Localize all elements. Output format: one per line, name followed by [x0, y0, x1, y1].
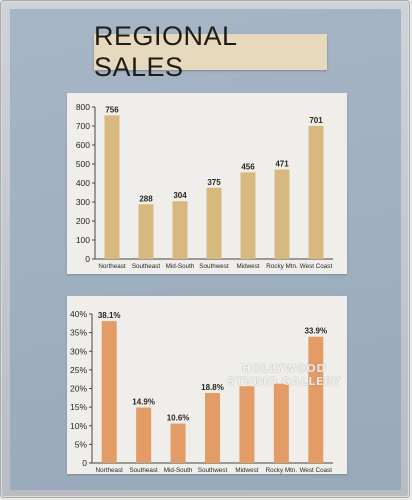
- sales-bar-chart: 0 100 200 300 400 500 600 700 800 756 Northeast 288…: [76, 102, 333, 270]
- y-tick-label: 15%: [70, 402, 87, 412]
- x-tick-label: Rocky Mtn.: [266, 263, 298, 270]
- bar: [206, 187, 222, 259]
- bar: [308, 336, 324, 463]
- bar: [138, 204, 154, 259]
- x-tick-label: Southwest: [198, 467, 228, 474]
- y-tick-label: 30%: [70, 346, 87, 356]
- x-tick-label: Midwest: [235, 467, 258, 474]
- data-label: 701: [309, 116, 323, 125]
- y-tick-label: 0: [82, 458, 87, 468]
- data-label: 10.6%: [167, 414, 190, 423]
- data-label: 471: [275, 160, 289, 169]
- bar: [273, 383, 289, 463]
- y-tick-label: 700: [76, 121, 90, 131]
- x-tick-label: Southeast: [129, 467, 158, 474]
- x-tick-label: Mid-South: [166, 263, 195, 270]
- x-tick-label: Southwest: [199, 263, 229, 270]
- y-tick-label: 500: [76, 159, 90, 169]
- x-tick-label: Rocky Mtn.: [266, 467, 298, 474]
- page-title: REGIONAL SALES: [94, 21, 237, 82]
- bar: [239, 386, 255, 463]
- y-tick-label: 100: [76, 235, 90, 245]
- data-label: 288: [139, 194, 153, 203]
- bar: [274, 169, 290, 259]
- percent-bar-chart: 0 5% 10% 15% 20% 25% 30% 35% 40% 38.1% Northeast 14…: [70, 309, 333, 474]
- title-card: REGIONAL SALES: [94, 21, 327, 82]
- bar: [136, 407, 152, 463]
- y-tick-label: 20%: [70, 384, 87, 394]
- bar: [104, 115, 120, 259]
- x-tick-label: Northeast: [98, 263, 126, 270]
- data-label: 304: [173, 191, 187, 200]
- y-tick-label: 25%: [70, 365, 87, 375]
- data-label: 18.8%: [201, 383, 224, 392]
- x-tick-label: Mid-South: [164, 467, 193, 474]
- x-tick-label: West Coast: [300, 467, 333, 474]
- y-tick-label: 10%: [70, 421, 87, 431]
- x-tick-label: Midwest: [236, 263, 259, 270]
- y-tick-label: 300: [76, 197, 90, 207]
- bar: [172, 201, 188, 259]
- y-tick-label: 0: [85, 254, 90, 264]
- y-tick-label: 5%: [75, 439, 88, 449]
- bar: [205, 392, 220, 463]
- x-tick-label: Northeast: [96, 467, 124, 474]
- y-tick-label: 35%: [70, 328, 87, 338]
- y-tick-label: 400: [76, 178, 90, 188]
- y-tick-label: 600: [76, 140, 90, 150]
- data-label: 456: [241, 162, 255, 171]
- bar: [308, 125, 324, 259]
- x-tick-label: West Coast: [300, 263, 333, 270]
- data-label: 38.1%: [98, 311, 121, 320]
- percent-chart-panel: 0 5% 10% 15% 20% 25% 30% 35% 40% 38.1% Northeast 14…: [67, 296, 347, 474]
- sales-chart-panel: 0 100 200 300 400 500 600 700 800 756 Northeast 288…: [67, 93, 347, 274]
- x-tick-label: Southeast: [132, 263, 161, 270]
- y-tick-label: 800: [76, 102, 90, 112]
- data-label: 33.9%: [304, 327, 327, 336]
- bar: [240, 172, 256, 259]
- data-label: 375: [207, 178, 221, 187]
- y-tick-label: 40%: [70, 309, 87, 319]
- bar: [170, 423, 186, 463]
- y-tick-label: 200: [76, 216, 90, 226]
- data-label: 756: [105, 105, 119, 114]
- bar: [101, 321, 117, 463]
- data-label: 14.9%: [132, 397, 155, 406]
